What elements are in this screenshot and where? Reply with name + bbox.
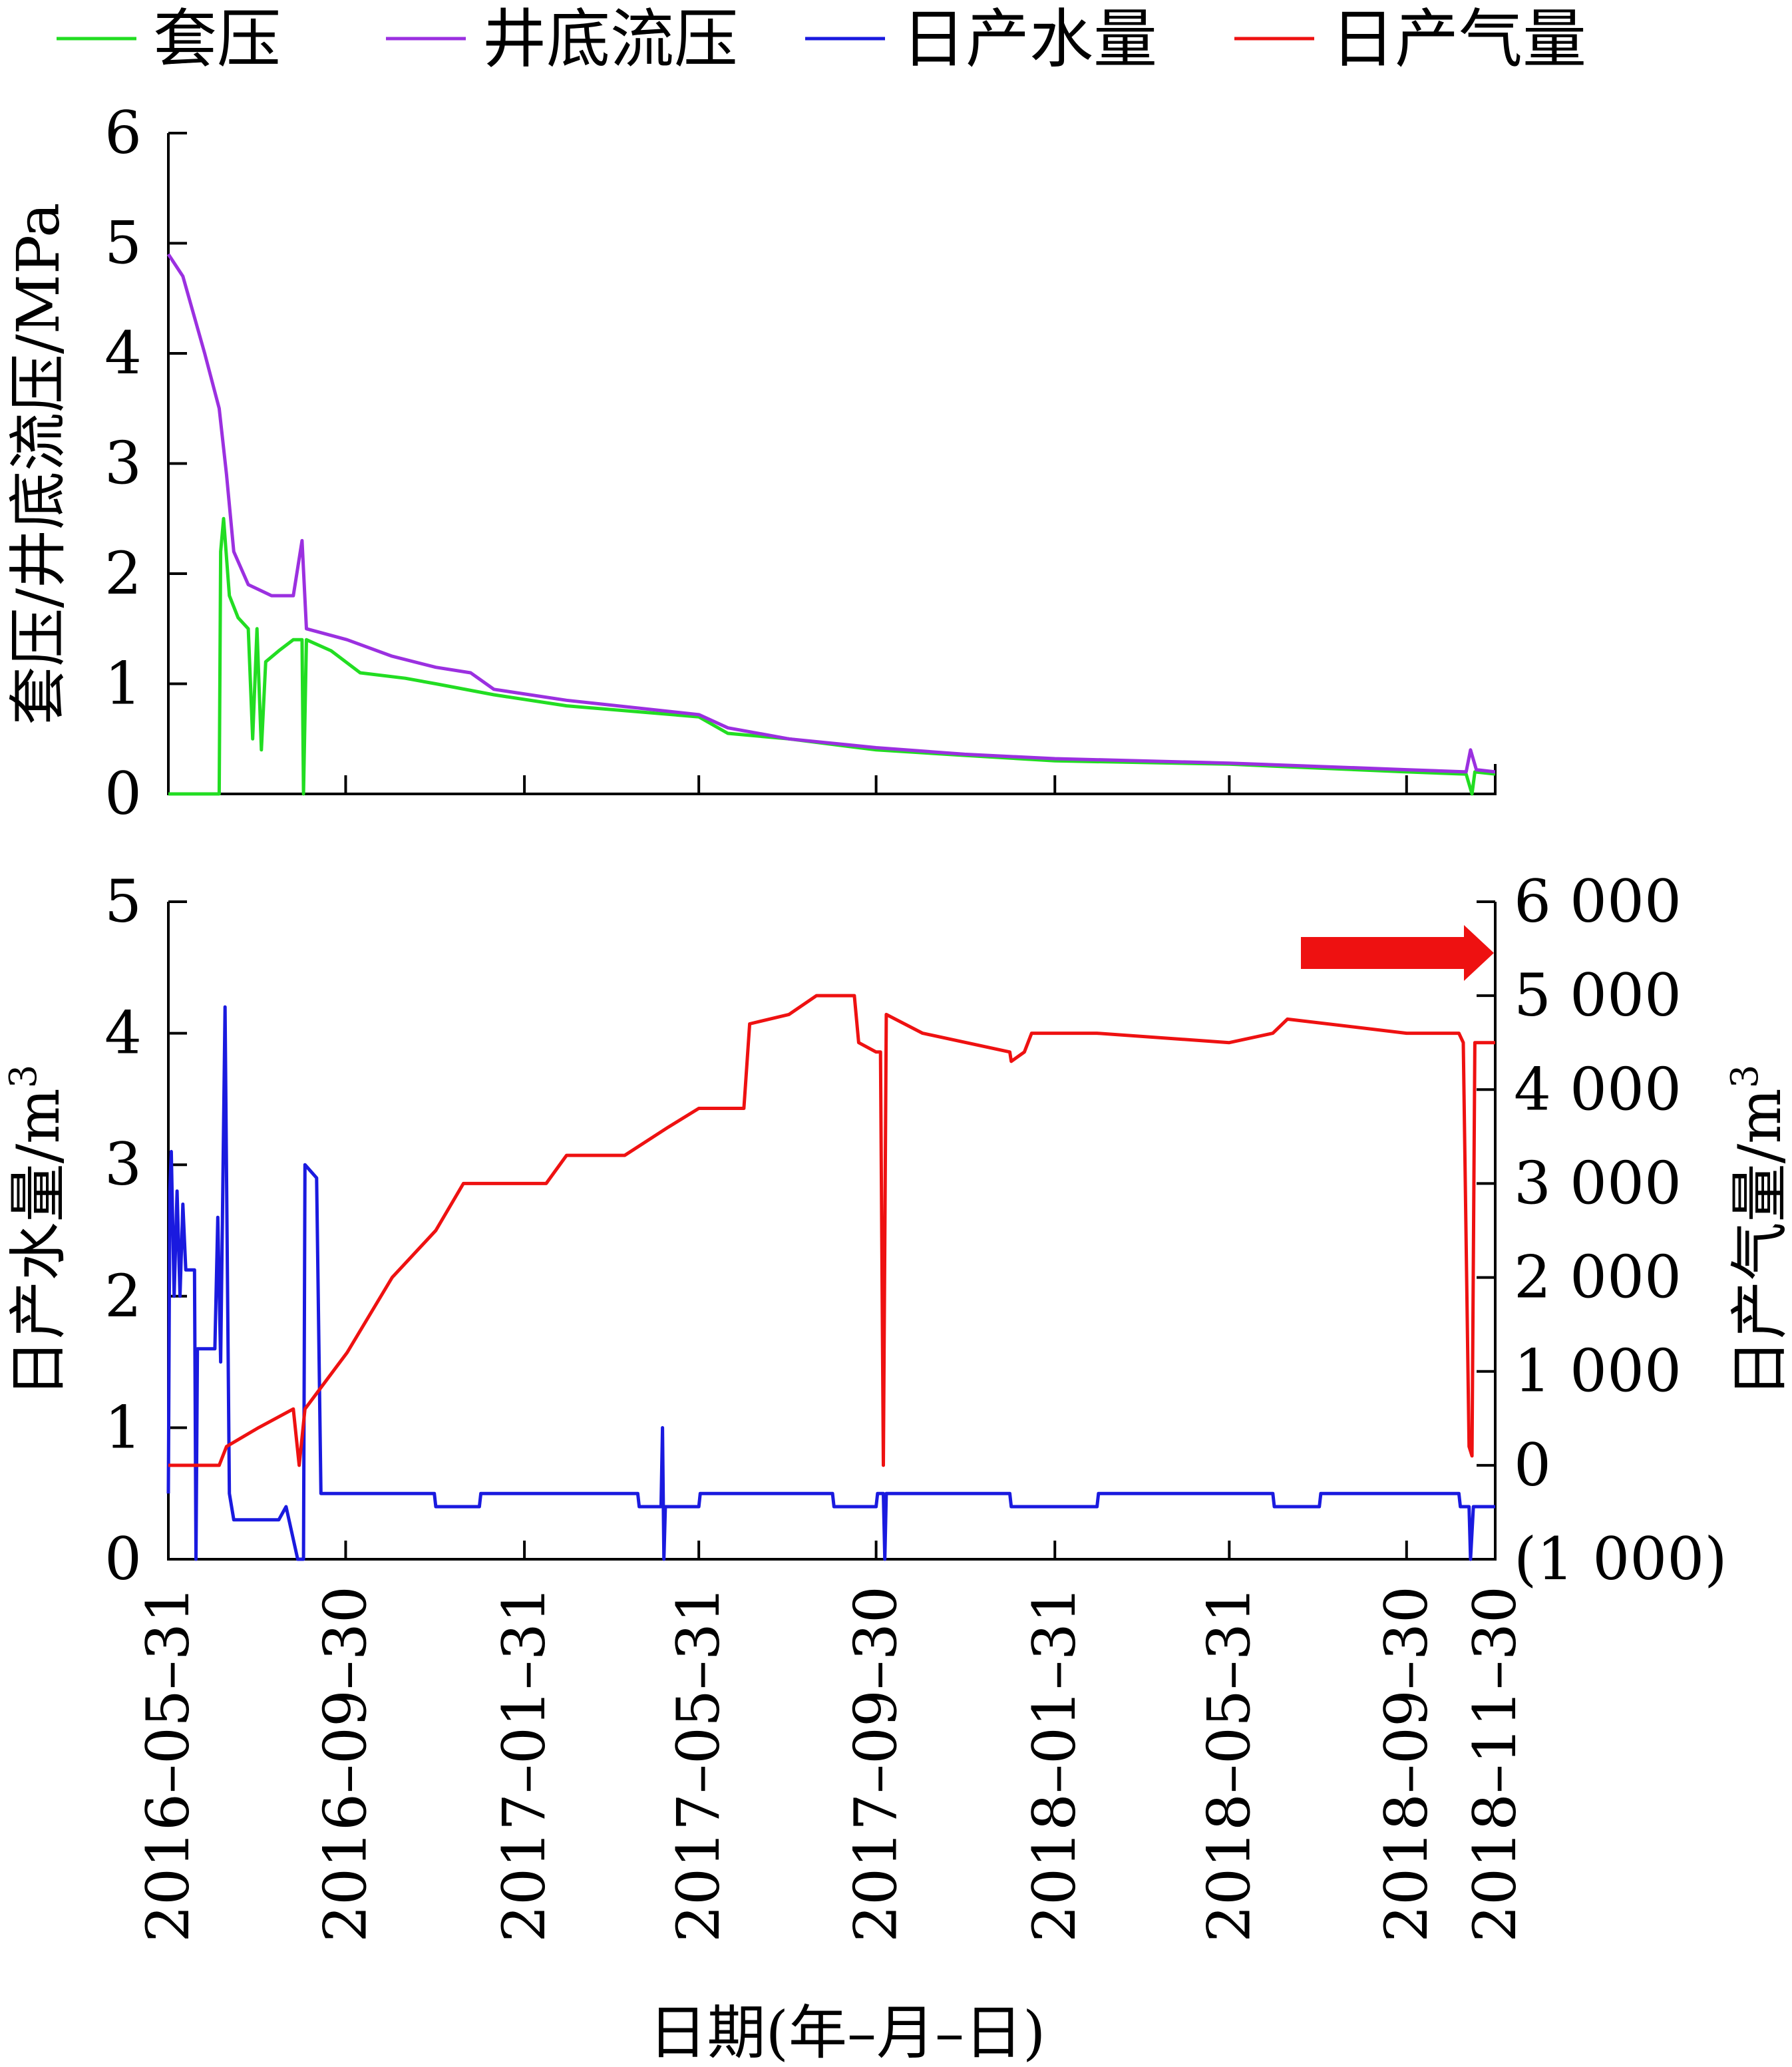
x-tick-label: 2017–01–31 bbox=[490, 1586, 558, 1943]
top-ytick-label: 2 bbox=[104, 539, 142, 608]
legend-item: 井底流压 bbox=[386, 2, 738, 77]
x-axis-title: 日期(年–月–日) bbox=[649, 1998, 1046, 2067]
top-axes bbox=[167, 133, 1497, 795]
top-y-axis-title: 套压/井底流压/MPa bbox=[4, 202, 73, 725]
bottom-y2tick-label: 5 000 bbox=[1514, 961, 1682, 1030]
series-line-daily-water bbox=[166, 1005, 1495, 1561]
bottom-ytick-label: 1 bbox=[104, 1393, 142, 1461]
bottom-y2tick-label: 4 000 bbox=[1514, 1055, 1682, 1123]
bottom-y-axis-title-sup: 3 bbox=[2, 1065, 45, 1089]
bottom-y2tick-label: 3 000 bbox=[1514, 1149, 1682, 1217]
bottom-panel: 0 1 2 3 4 5 (1 000) 0 1 000 2 000 3 000 4 000 5 000 6… bbox=[2, 867, 1792, 2067]
bottom-y2-axis-title: 日产气量/m3 bbox=[1723, 1065, 1792, 1398]
x-tick-label: 2016–05–31 bbox=[134, 1586, 202, 1943]
bottom-y-axis-title-text: 日产水量/m bbox=[4, 1088, 73, 1398]
x-tick-label: 2017–09–30 bbox=[842, 1586, 910, 1943]
legend: 套压 井底流压 日产水量 日产气量 bbox=[57, 2, 1586, 77]
series-line-bottomhole-pressure bbox=[166, 253, 1496, 774]
x-tick-label: 2017–05–31 bbox=[664, 1586, 733, 1943]
x-tick-label: 2018–05–31 bbox=[1194, 1586, 1263, 1943]
legend-label: 套压 bbox=[153, 2, 281, 77]
top-ytick-label: 6 bbox=[104, 98, 142, 167]
bottom-y2tick-label: (1 000) bbox=[1514, 1525, 1727, 1593]
top-panel: 0 1 2 3 4 5 6 套压/井底流压/MPa bbox=[4, 98, 1497, 828]
bottom-axes bbox=[167, 902, 1497, 1561]
bottom-ytick-label: 3 bbox=[104, 1130, 142, 1199]
legend-item: 套压 bbox=[57, 2, 281, 77]
bottom-y2tick-label: 0 bbox=[1514, 1431, 1551, 1499]
bottom-ytick-label: 2 bbox=[104, 1262, 142, 1330]
legend-label: 井底流压 bbox=[482, 2, 738, 77]
bottom-y2-axis-title-text: 日产气量/m bbox=[1725, 1088, 1792, 1398]
bottom-y-axis-title: 日产水量/m3 bbox=[2, 1065, 73, 1398]
legend-label: 日产水量 bbox=[902, 2, 1157, 77]
bottom-ytick-label: 0 bbox=[104, 1525, 142, 1593]
x-tick-label: 2018–01–31 bbox=[1020, 1586, 1089, 1943]
legend-label: 日产气量 bbox=[1331, 2, 1586, 77]
top-ytick-label: 3 bbox=[104, 429, 142, 498]
legend-item: 日产气量 bbox=[1234, 2, 1586, 77]
top-ytick-label: 4 bbox=[104, 319, 142, 387]
bottom-y2tick-label: 6 000 bbox=[1514, 867, 1682, 936]
top-ytick-label: 1 bbox=[104, 650, 142, 718]
bottom-ytick-label: 4 bbox=[104, 999, 142, 1067]
bottom-y2tick-label: 2 000 bbox=[1514, 1243, 1682, 1312]
right-axis-arrow bbox=[1301, 925, 1494, 981]
legend-item: 日产水量 bbox=[805, 2, 1157, 77]
x-tick-label: 2018–09–30 bbox=[1372, 1586, 1441, 1943]
x-tick-label: 2016–09–30 bbox=[311, 1586, 379, 1943]
bottom-y2-axis-title-sup: 3 bbox=[1723, 1065, 1767, 1089]
x-tick-label: 2018–11–30 bbox=[1461, 1586, 1529, 1943]
top-ytick-label: 5 bbox=[104, 209, 142, 278]
top-ytick-label: 0 bbox=[104, 759, 142, 828]
bottom-y2tick-label: 1 000 bbox=[1514, 1337, 1682, 1406]
series-line-daily-gas bbox=[168, 994, 1495, 1467]
bottom-ytick-label: 5 bbox=[104, 867, 142, 936]
series-line-casing-pressure bbox=[168, 516, 1496, 796]
